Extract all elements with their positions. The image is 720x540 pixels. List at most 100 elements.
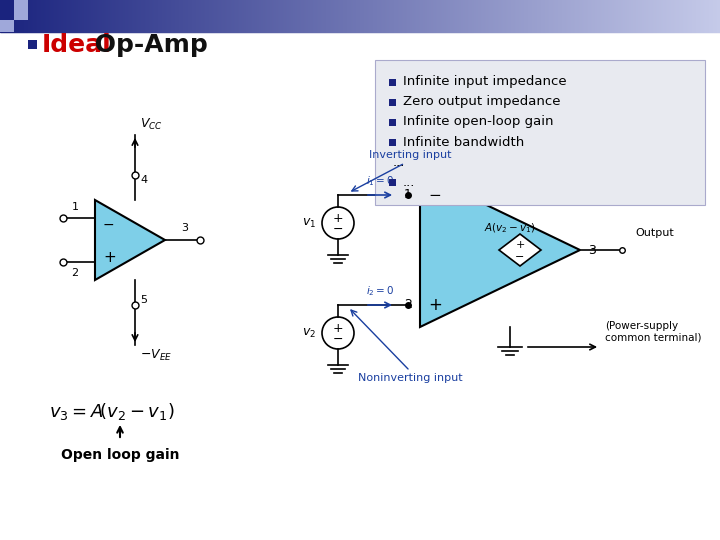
Bar xyxy=(223,0,224,32)
Bar xyxy=(461,0,462,32)
Bar xyxy=(660,0,661,32)
Bar xyxy=(400,0,401,32)
Bar xyxy=(27,0,28,32)
Bar xyxy=(186,0,187,32)
Bar xyxy=(105,0,106,32)
Bar xyxy=(716,0,717,32)
Bar xyxy=(514,0,515,32)
Bar xyxy=(304,0,305,32)
Text: $v_1$: $v_1$ xyxy=(302,217,316,230)
Bar xyxy=(350,0,351,32)
Bar xyxy=(526,0,527,32)
Bar xyxy=(252,0,253,32)
Text: Ideal: Ideal xyxy=(42,33,112,57)
Bar xyxy=(399,0,400,32)
Bar xyxy=(344,0,345,32)
Bar xyxy=(273,0,274,32)
Bar xyxy=(371,0,372,32)
Bar xyxy=(647,0,648,32)
Bar xyxy=(493,0,494,32)
Bar xyxy=(389,79,396,86)
Bar xyxy=(719,0,720,32)
Bar xyxy=(547,0,548,32)
Bar xyxy=(443,0,444,32)
Bar xyxy=(316,0,317,32)
Bar xyxy=(475,0,476,32)
Bar xyxy=(414,0,415,32)
Bar xyxy=(701,0,702,32)
Bar xyxy=(683,0,684,32)
Bar xyxy=(629,0,630,32)
Bar xyxy=(301,0,302,32)
Bar xyxy=(500,0,501,32)
Bar xyxy=(93,0,94,32)
Bar xyxy=(200,0,201,32)
Bar xyxy=(332,0,333,32)
Bar xyxy=(496,0,497,32)
Bar xyxy=(14,0,15,32)
Bar xyxy=(31,0,32,32)
Bar xyxy=(0,0,14,20)
Bar xyxy=(551,0,552,32)
Bar xyxy=(217,0,218,32)
Bar xyxy=(672,0,673,32)
Bar xyxy=(343,0,344,32)
Bar xyxy=(24,0,25,32)
Bar xyxy=(609,0,610,32)
Bar xyxy=(425,0,426,32)
Bar xyxy=(151,0,152,32)
Bar xyxy=(581,0,582,32)
Bar xyxy=(172,0,173,32)
Bar xyxy=(41,0,42,32)
Text: 5: 5 xyxy=(140,295,147,305)
Bar xyxy=(550,0,551,32)
Bar xyxy=(631,0,632,32)
Bar xyxy=(661,0,662,32)
Bar xyxy=(287,0,288,32)
Bar xyxy=(85,0,86,32)
Bar xyxy=(232,0,233,32)
Bar xyxy=(22,0,23,32)
Bar xyxy=(652,0,653,32)
Bar xyxy=(486,0,487,32)
Polygon shape xyxy=(499,234,541,266)
Bar xyxy=(477,0,478,32)
Bar xyxy=(251,0,252,32)
Bar xyxy=(36,0,37,32)
Bar xyxy=(37,0,38,32)
Bar xyxy=(459,0,460,32)
Bar xyxy=(167,0,168,32)
Bar xyxy=(649,0,650,32)
Bar xyxy=(102,0,103,32)
Bar xyxy=(385,0,386,32)
Bar xyxy=(123,0,124,32)
Bar xyxy=(272,0,273,32)
Bar xyxy=(418,0,419,32)
Bar xyxy=(368,0,369,32)
Bar xyxy=(112,0,113,32)
Text: ...: ... xyxy=(393,156,405,168)
Bar xyxy=(98,0,99,32)
Polygon shape xyxy=(95,200,165,280)
Bar xyxy=(569,0,570,32)
Bar xyxy=(5,0,6,32)
Bar xyxy=(246,0,247,32)
Bar xyxy=(179,0,180,32)
Bar xyxy=(562,0,563,32)
Bar xyxy=(4,0,5,32)
Bar xyxy=(114,0,115,32)
Bar xyxy=(241,0,242,32)
Bar xyxy=(711,0,712,32)
Bar xyxy=(315,0,316,32)
Bar xyxy=(197,0,198,32)
Bar xyxy=(677,0,678,32)
Bar xyxy=(168,0,169,32)
Bar xyxy=(606,0,607,32)
Bar xyxy=(12,0,13,32)
Bar xyxy=(605,0,606,32)
Bar xyxy=(409,0,410,32)
Bar xyxy=(134,0,135,32)
Text: $V_{CC}$: $V_{CC}$ xyxy=(140,117,163,132)
Bar xyxy=(42,0,43,32)
Bar xyxy=(95,0,96,32)
